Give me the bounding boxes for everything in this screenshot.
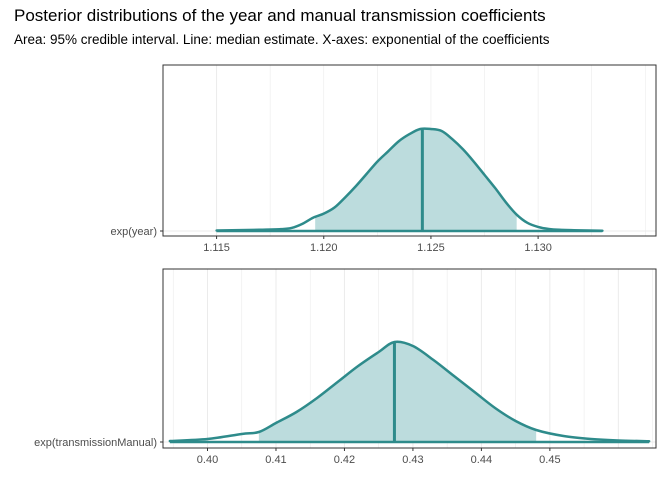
transmission-density-panel: 0.40 0.41 0.42 0.43 0.44 0.45 exp(transmission… bbox=[34, 268, 657, 466]
x-tick-label: 0.45 bbox=[539, 454, 560, 466]
y-axis-label: exp(transmissionManual) bbox=[34, 437, 157, 449]
density-curve bbox=[215, 127, 604, 232]
x-tick-label: 1.125 bbox=[417, 242, 445, 254]
x-tick-label: 1.130 bbox=[524, 242, 552, 254]
x-tick-label: 0.42 bbox=[334, 454, 355, 466]
chart-subtitle: Area: 95% credible interval. Line: media… bbox=[14, 32, 550, 47]
credible-interval-area bbox=[258, 341, 537, 442]
panel-border bbox=[162, 64, 657, 237]
panel-border bbox=[162, 268, 657, 449]
year-density-panel: 1.115 1.120 1.125 1.130 exp(year) bbox=[111, 64, 657, 254]
credible-interval-area bbox=[315, 128, 517, 231]
x-tick-label: 1.120 bbox=[310, 242, 338, 254]
chart-title: Posterior distributions of the year and … bbox=[14, 6, 546, 25]
x-tick-label: 0.43 bbox=[402, 454, 423, 466]
y-axis-label: exp(year) bbox=[111, 226, 157, 238]
x-tick-label: 0.41 bbox=[265, 454, 286, 466]
density-curve bbox=[168, 340, 651, 443]
x-tick-label: 1.115 bbox=[203, 242, 230, 254]
x-tick-label: 0.44 bbox=[471, 454, 492, 466]
x-tick-label: 0.40 bbox=[197, 454, 218, 466]
